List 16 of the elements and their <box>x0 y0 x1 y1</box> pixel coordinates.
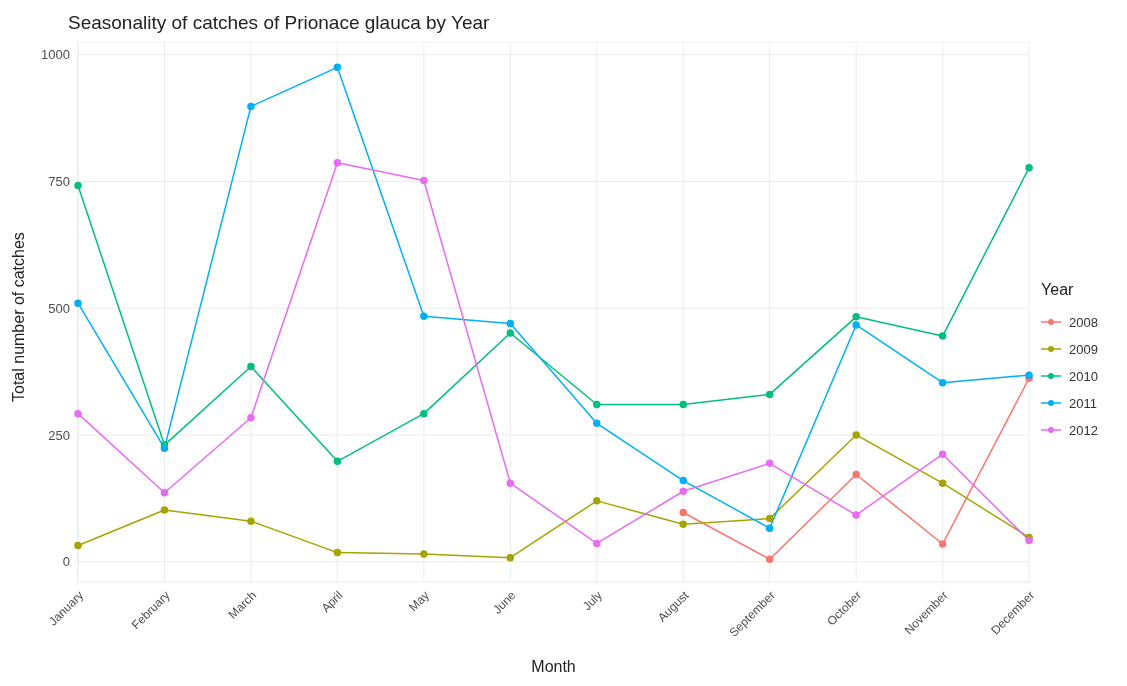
y-tick-label: 1000 <box>41 47 70 63</box>
legend-title: Year <box>1041 280 1075 299</box>
x-tick-label: July <box>579 588 605 614</box>
y-tick-label: 0 <box>62 554 70 570</box>
y-tick-label: 500 <box>48 300 70 316</box>
chart-title: Seasonality of catches of Prionace glauca by Year <box>67 11 491 35</box>
legend-label: 2011 <box>1068 394 1098 413</box>
x-tick-label: May <box>406 588 432 615</box>
legend-label: 2009 <box>1068 340 1098 359</box>
legend-label: 2010 <box>1068 367 1098 386</box>
legend-label: 2012 <box>1068 421 1098 440</box>
legend-label: 2008 <box>1068 313 1098 332</box>
y-tick-label: 750 <box>48 174 70 190</box>
y-tick-label: 250 <box>48 427 70 443</box>
y-axis-title: Total number of catches <box>9 232 27 402</box>
x-axis-title: Month <box>531 658 576 675</box>
